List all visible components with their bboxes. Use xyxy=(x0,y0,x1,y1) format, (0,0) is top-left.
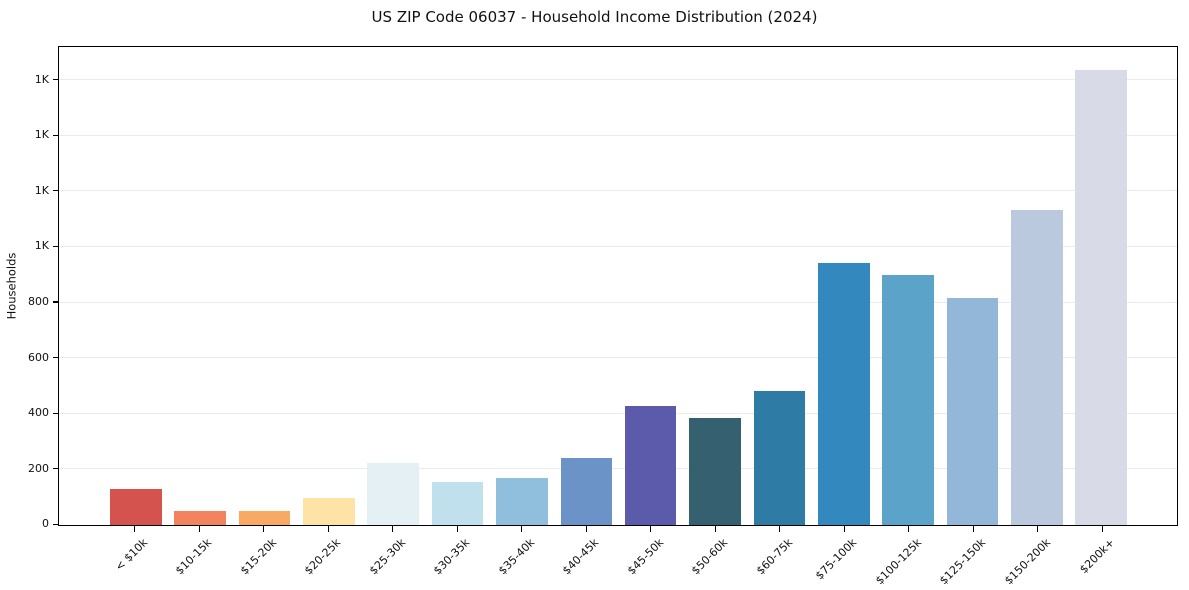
chart-title: US ZIP Code 06037 - Household Income Dis… xyxy=(371,8,818,26)
x-tick-mark xyxy=(392,526,394,532)
x-tick-mark xyxy=(1037,526,1039,532)
y-tick-mark xyxy=(53,301,58,303)
gridline-1600 xyxy=(59,79,1177,81)
bar-25-30k xyxy=(367,462,420,525)
y-tick-label: 0 xyxy=(42,517,49,531)
gridline-600 xyxy=(59,357,1177,359)
bar-125-150k xyxy=(946,297,999,525)
y-tick-label: 1K xyxy=(34,72,49,86)
bar-45-50k xyxy=(624,406,677,525)
y-tick-mark xyxy=(53,412,58,414)
x-tick-mark xyxy=(843,526,845,532)
x-tick-mark xyxy=(908,526,910,532)
y-tick-mark xyxy=(53,356,58,359)
bars-group xyxy=(59,47,1177,525)
gridline-1200 xyxy=(59,190,1177,192)
bar-150-200k xyxy=(1011,210,1063,525)
x-tick-label: < $10k xyxy=(112,536,151,574)
y-axis-label-text: Households xyxy=(4,252,19,320)
x-tick-mark xyxy=(456,526,458,532)
x-tick-mark xyxy=(1101,526,1103,532)
x-tick-mark xyxy=(134,526,136,532)
bar-35-40k xyxy=(496,478,548,525)
y-tick-label: 1K xyxy=(34,183,49,197)
x-tick-mark xyxy=(198,526,200,532)
y-tick-mark xyxy=(53,134,58,136)
y-tick-mark xyxy=(53,468,58,470)
bar-15-20k xyxy=(238,511,291,525)
y-tick-label: 800 xyxy=(28,294,49,308)
bar-100-125k xyxy=(882,275,934,525)
x-tick-mark xyxy=(972,526,974,532)
y-tick-label: 400 xyxy=(28,406,49,420)
gridline-1400 xyxy=(59,134,1177,136)
x-tick-mark xyxy=(263,526,265,532)
bar-10-15k xyxy=(174,511,226,525)
x-tick-mark xyxy=(714,526,716,532)
y-tick-mark xyxy=(53,523,58,525)
gridline-400 xyxy=(59,412,1177,414)
x-tick-mark xyxy=(779,526,781,532)
bar-20-25k xyxy=(303,497,355,525)
gridline-1000 xyxy=(59,245,1177,247)
y-tick-mark xyxy=(53,190,58,192)
gridline-200 xyxy=(59,468,1177,470)
y-tick-mark xyxy=(53,78,58,81)
bar-40-45k xyxy=(560,457,613,525)
y-tick-label: 1K xyxy=(34,128,49,142)
bar-10k xyxy=(110,489,162,525)
y-tick-label: 200 xyxy=(28,461,49,475)
bar-50-60k xyxy=(689,418,741,525)
x-tick-mark xyxy=(585,526,587,532)
y-tick-label: 600 xyxy=(28,350,49,364)
bar-200k xyxy=(1075,69,1127,525)
bar-60-75k xyxy=(753,390,806,525)
y-tick-mark xyxy=(53,245,58,247)
y-tick-label: 1K xyxy=(34,239,49,253)
bar-30-35k xyxy=(431,482,484,525)
plot-area xyxy=(58,46,1178,526)
x-tick-mark xyxy=(650,526,652,532)
x-tick-mark xyxy=(327,526,329,532)
y-axis-label: Households xyxy=(2,46,20,526)
gridline-800 xyxy=(59,301,1177,303)
x-tick-mark xyxy=(521,526,523,532)
bar-75-100k xyxy=(817,262,870,525)
